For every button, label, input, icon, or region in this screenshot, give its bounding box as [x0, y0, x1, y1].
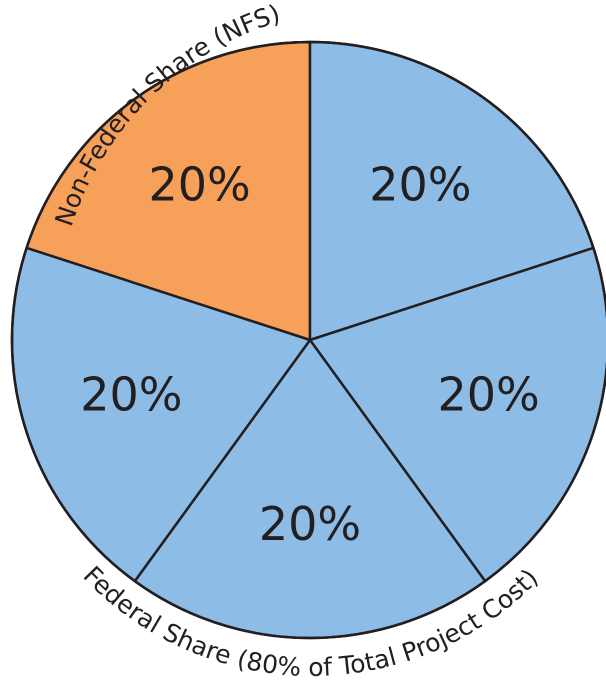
- slice-label-5: 20%: [80, 368, 182, 422]
- pie-slices: [10, 40, 606, 640]
- slice-label-1: 20%: [148, 158, 250, 212]
- pie-slice-labels: 20% 20% 20% 20% 20%: [80, 158, 539, 552]
- slice-label-2: 20%: [369, 158, 471, 212]
- slice-label-4: 20%: [259, 497, 361, 551]
- slice-label-3: 20%: [437, 368, 539, 422]
- pie-outline: [10, 40, 606, 640]
